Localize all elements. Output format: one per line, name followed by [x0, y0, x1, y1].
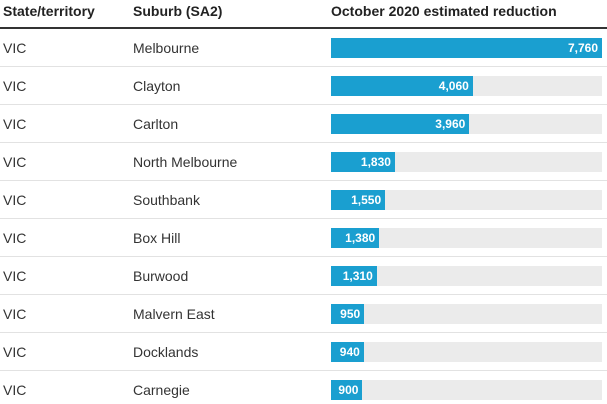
value-label: 1,380: [345, 231, 376, 245]
state-cell: VIC: [3, 154, 27, 170]
state-cell: VIC: [3, 306, 27, 322]
table-row: VIC Clayton 4,060: [0, 67, 607, 105]
table-row: VIC Carnegie 900: [0, 371, 607, 404]
suburb-cell: Burwood: [133, 268, 189, 284]
bar-track: 1,380: [331, 228, 602, 248]
value-label: 940: [339, 345, 360, 359]
suburb-cell: Malvern East: [133, 306, 215, 322]
value-label: 950: [340, 307, 361, 321]
state-cell: VIC: [3, 116, 27, 132]
value-label: 7,760: [567, 41, 598, 55]
bar: [331, 190, 386, 210]
bar: [331, 228, 380, 248]
value-label: 4,060: [438, 79, 469, 93]
bar: [331, 114, 470, 134]
suburb-cell: North Melbourne: [133, 154, 238, 170]
table-row: VIC Carlton 3,960: [0, 105, 607, 143]
bar-track: 1,310: [331, 266, 602, 286]
table-row: VIC Malvern East 950: [0, 295, 607, 333]
table-row: VIC Melbourne 7,760: [0, 29, 607, 67]
suburb-cell: Docklands: [133, 344, 199, 360]
suburb-cell: Carlton: [133, 116, 179, 132]
suburb-cell: Melbourne: [133, 40, 200, 56]
column-header: State/territory: [3, 3, 95, 19]
bar: [331, 380, 363, 400]
value-label: 1,550: [351, 193, 382, 207]
bar: [331, 152, 395, 172]
header-rule: [0, 27, 607, 29]
bar: [331, 38, 602, 58]
bar-track: 1,550: [331, 190, 602, 210]
table-row: VIC Docklands 940: [0, 333, 607, 371]
bar-track: 3,960: [331, 114, 602, 134]
table-row: VIC North Melbourne 1,830: [0, 143, 607, 181]
state-cell: VIC: [3, 40, 27, 56]
bar-track: 4,060: [331, 76, 602, 96]
suburb-cell: Box Hill: [133, 230, 181, 246]
column-header: October 2020 estimated reduction: [331, 3, 557, 19]
bar-track: 940: [331, 342, 602, 362]
bar: [331, 342, 364, 362]
state-cell: VIC: [3, 78, 27, 94]
bar: [331, 76, 473, 96]
suburb-cell: Carnegie: [133, 382, 190, 398]
state-cell: VIC: [3, 382, 27, 398]
bar: [331, 266, 377, 286]
table-row: VIC Southbank 1,550: [0, 181, 607, 219]
table-row: VIC Burwood 1,310: [0, 257, 607, 295]
bar-track: 900: [331, 380, 602, 400]
bar: [331, 304, 365, 324]
value-label: 900: [338, 383, 359, 397]
column-header: Suburb (SA2): [133, 3, 223, 19]
value-label: 1,830: [360, 155, 391, 169]
suburb-cell: Southbank: [133, 192, 200, 208]
bar-track: 1,830: [331, 152, 602, 172]
state-cell: VIC: [3, 268, 27, 284]
state-cell: VIC: [3, 344, 27, 360]
suburb-cell: Clayton: [133, 78, 181, 94]
bar-track: 950: [331, 304, 602, 324]
table-row: VIC Box Hill 1,380: [0, 219, 607, 257]
value-label: 3,960: [435, 117, 466, 131]
bar-track: 7,760: [331, 38, 602, 58]
state-cell: VIC: [3, 192, 27, 208]
value-label: 1,310: [342, 269, 373, 283]
state-cell: VIC: [3, 230, 27, 246]
